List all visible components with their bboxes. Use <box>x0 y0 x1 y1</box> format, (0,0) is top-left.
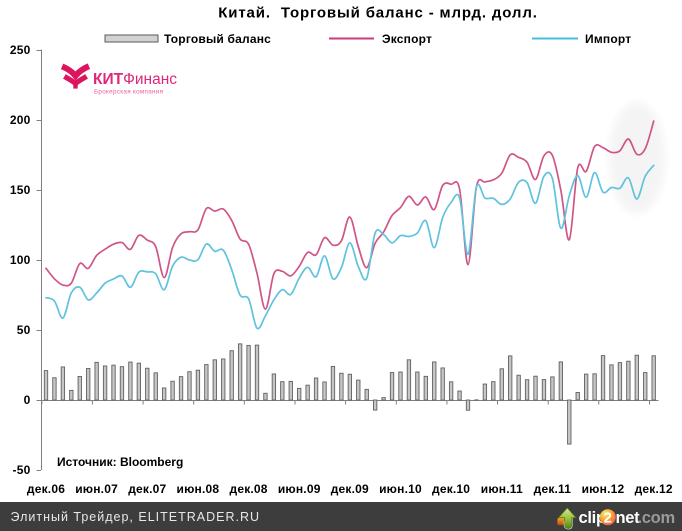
svg-text:июн.10: июн.10 <box>379 482 422 496</box>
svg-text:июн.07: июн.07 <box>75 482 118 496</box>
svg-text:КИТФинанс: КИТФинанс <box>93 71 177 88</box>
svg-text:.com: .com <box>638 509 675 527</box>
svg-text:50: 50 <box>17 323 31 337</box>
svg-text:дек.11: дек.11 <box>534 482 572 496</box>
svg-text:clip: clip <box>579 509 606 527</box>
svg-text:дек.07: дек.07 <box>128 482 166 496</box>
svg-text:0: 0 <box>24 393 31 407</box>
svg-text:июн.12: июн.12 <box>582 482 625 496</box>
svg-text:дек.06: дек.06 <box>27 482 65 496</box>
svg-text:дек.08: дек.08 <box>230 482 268 496</box>
svg-text:250: 250 <box>10 43 31 57</box>
svg-text:Китай. Торговый баланс - млрд: Китай. Торговый баланс - млрд. долл. <box>218 5 537 22</box>
svg-text:Брокерская компания: Брокерская компания <box>94 89 163 96</box>
svg-text:net: net <box>616 509 641 527</box>
svg-text:Торговый баланс: Торговый баланс <box>164 32 271 46</box>
svg-text:Экспорт: Экспорт <box>382 32 432 46</box>
svg-text:2: 2 <box>604 510 612 527</box>
svg-text:Элитный Трейдер, ELITETRADER.R: Элитный Трейдер, ELITETRADER.RU <box>11 510 261 524</box>
svg-text:дек.10: дек.10 <box>432 482 470 496</box>
svg-text:дек.09: дек.09 <box>331 482 369 496</box>
svg-text:150: 150 <box>10 183 31 197</box>
svg-text:200: 200 <box>10 113 31 127</box>
svg-text:-50: -50 <box>13 463 31 477</box>
svg-text:Источник: Bloomberg: Источник: Bloomberg <box>57 455 183 469</box>
svg-text:Импорт: Импорт <box>585 32 631 46</box>
svg-text:дек.12: дек.12 <box>635 482 673 496</box>
svg-text:100: 100 <box>10 253 31 267</box>
svg-text:июн.11: июн.11 <box>481 482 523 496</box>
svg-text:июн.09: июн.09 <box>278 482 321 496</box>
svg-text:июн.08: июн.08 <box>177 482 220 496</box>
